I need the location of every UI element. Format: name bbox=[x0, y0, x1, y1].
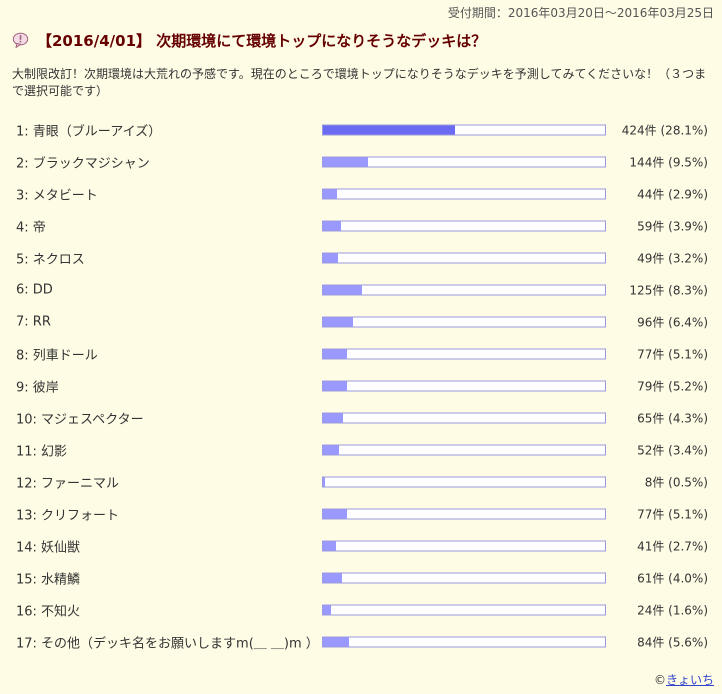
result-bar-fill bbox=[323, 125, 456, 135]
author-link[interactable]: きょいち bbox=[665, 673, 714, 687]
result-row: 9: 彼岸 79件 (5.2%) bbox=[16, 370, 716, 402]
option-label: 16: 不知火 bbox=[16, 604, 81, 620]
result-value: 24件 (1.6%) bbox=[637, 603, 708, 618]
option-label: 5: ネクロス bbox=[16, 252, 85, 268]
result-bar-fill bbox=[323, 637, 350, 647]
result-value: 8件 (0.5%) bbox=[644, 475, 708, 490]
result-bar-fill bbox=[323, 189, 337, 199]
result-value: 49件 (3.2%) bbox=[637, 251, 708, 266]
copyright-symbol: © bbox=[653, 673, 666, 687]
result-row: 13: クリフォート 77件 (5.1%) bbox=[16, 498, 716, 530]
result-row: 4: 帝 59件 (3.9%) bbox=[16, 210, 716, 242]
result-row: 3: メタビート 44件 (2.9%) bbox=[16, 178, 716, 210]
credit: ©きょいち bbox=[654, 671, 714, 688]
result-bar bbox=[322, 348, 606, 360]
result-value: 79件 (5.2%) bbox=[637, 379, 708, 394]
option-label: 12: ファーニマル bbox=[16, 476, 120, 492]
result-bar bbox=[322, 252, 606, 264]
result-value: 96件 (6.4%) bbox=[637, 315, 708, 330]
result-bar bbox=[322, 316, 606, 328]
result-bar bbox=[322, 508, 606, 520]
result-value: 61件 (4.0%) bbox=[637, 571, 708, 586]
option-label: 8: 列車ドール bbox=[16, 348, 98, 364]
result-bar bbox=[322, 540, 606, 552]
question-balloon-icon bbox=[12, 32, 29, 48]
result-row: 2: ブラックマジシャン 144件 (9.5%) bbox=[16, 146, 716, 178]
option-label: 6: DD bbox=[16, 282, 53, 298]
result-bar bbox=[322, 476, 606, 488]
option-label: 10: マジェスペクター bbox=[16, 412, 144, 428]
result-row: 10: マジェスペクター 65件 (4.3%) bbox=[16, 402, 716, 434]
result-bar-fill bbox=[323, 285, 363, 295]
result-bar bbox=[322, 636, 606, 648]
result-row: 5: ネクロス 49件 (3.2%) bbox=[16, 242, 716, 274]
result-value: 77件 (5.1%) bbox=[637, 507, 708, 522]
option-label: 7: RR bbox=[16, 314, 51, 330]
result-bar-fill bbox=[323, 413, 344, 423]
result-bar-fill bbox=[323, 573, 342, 583]
result-bar-fill bbox=[323, 605, 331, 615]
result-row: 7: RR 96件 (6.4%) bbox=[16, 306, 716, 338]
result-bar-fill bbox=[323, 541, 336, 551]
result-value: 77件 (5.1%) bbox=[637, 347, 708, 362]
result-value: 424件 (28.1%) bbox=[621, 123, 708, 138]
result-row: 6: DD 125件 (8.3%) bbox=[16, 274, 716, 306]
result-bar-fill bbox=[323, 221, 342, 231]
result-bar-fill bbox=[323, 253, 339, 263]
poll-description: 大制限改訂！次期環境は大荒れの予感です。現在のところで環境トップになりそうなデッ… bbox=[12, 67, 707, 98]
result-row: 16: 不知火 24件 (1.6%) bbox=[16, 594, 716, 626]
poll-title: 【2016/4/01】 次期環境にて環境トップになりそうなデッキは？ bbox=[12, 30, 486, 51]
option-label: 15: 水精鱗 bbox=[16, 572, 81, 588]
result-row: 8: 列車ドール 77件 (5.1%) bbox=[16, 338, 716, 370]
result-value: 52件 (3.4%) bbox=[637, 443, 708, 458]
option-label: 11: 幻影 bbox=[16, 444, 68, 460]
result-bar-fill bbox=[323, 381, 348, 391]
poll-period: 受付期間：2016年03月20日〜2016年03月25日 bbox=[447, 6, 714, 20]
result-bar-fill bbox=[323, 477, 326, 487]
result-bar-fill bbox=[323, 349, 348, 359]
result-bar bbox=[322, 284, 606, 296]
result-bar bbox=[322, 412, 606, 424]
option-label: 14: 妖仙獣 bbox=[16, 540, 81, 556]
result-value: 65件 (4.3%) bbox=[637, 411, 708, 426]
result-value: 84件 (5.6%) bbox=[637, 635, 708, 650]
result-value: 41件 (2.7%) bbox=[637, 539, 708, 554]
option-label: 2: ブラックマジシャン bbox=[16, 156, 150, 172]
result-bar bbox=[322, 444, 606, 456]
result-bar bbox=[322, 604, 606, 616]
option-label: 13: クリフォート bbox=[16, 508, 120, 524]
result-bar bbox=[322, 124, 606, 136]
result-bar-fill bbox=[323, 445, 339, 455]
poll-title-text: 【2016/4/01】 次期環境にて環境トップになりそうなデッキは？ bbox=[37, 32, 487, 50]
result-row: 15: 水精鱗 61件 (4.0%) bbox=[16, 562, 716, 594]
result-row: 11: 幻影 52件 (3.4%) bbox=[16, 434, 716, 466]
result-bar bbox=[322, 220, 606, 232]
result-value: 144件 (9.5%) bbox=[629, 155, 708, 170]
option-label: 4: 帝 bbox=[16, 220, 46, 236]
result-row: 12: ファーニマル 8件 (0.5%) bbox=[16, 466, 716, 498]
option-label: 9: 彼岸 bbox=[16, 380, 59, 396]
result-bar bbox=[322, 156, 606, 168]
result-value: 125件 (8.3%) bbox=[629, 283, 708, 298]
result-bar bbox=[322, 188, 606, 200]
result-bar bbox=[322, 380, 606, 392]
result-bar-fill bbox=[323, 509, 348, 519]
result-row: 14: 妖仙獣 41件 (2.7%) bbox=[16, 530, 716, 562]
result-row: 1: 青眼（ブルーアイズ） 424件 (28.1%) bbox=[16, 114, 716, 146]
option-label: 17: その他（デッキ名をお願いしますm(＿ ＿)m ） bbox=[16, 636, 319, 652]
option-label: 1: 青眼（ブルーアイズ） bbox=[16, 124, 162, 140]
result-row: 17: その他（デッキ名をお願いしますm(＿ ＿)m ） 84件 (5.6%) bbox=[16, 626, 716, 658]
result-value: 44件 (2.9%) bbox=[637, 187, 708, 202]
result-bar-fill bbox=[323, 317, 354, 327]
result-bar-fill bbox=[323, 157, 368, 167]
result-value: 59件 (3.9%) bbox=[637, 219, 708, 234]
result-bar bbox=[322, 572, 606, 584]
option-label: 3: メタビート bbox=[16, 188, 98, 204]
